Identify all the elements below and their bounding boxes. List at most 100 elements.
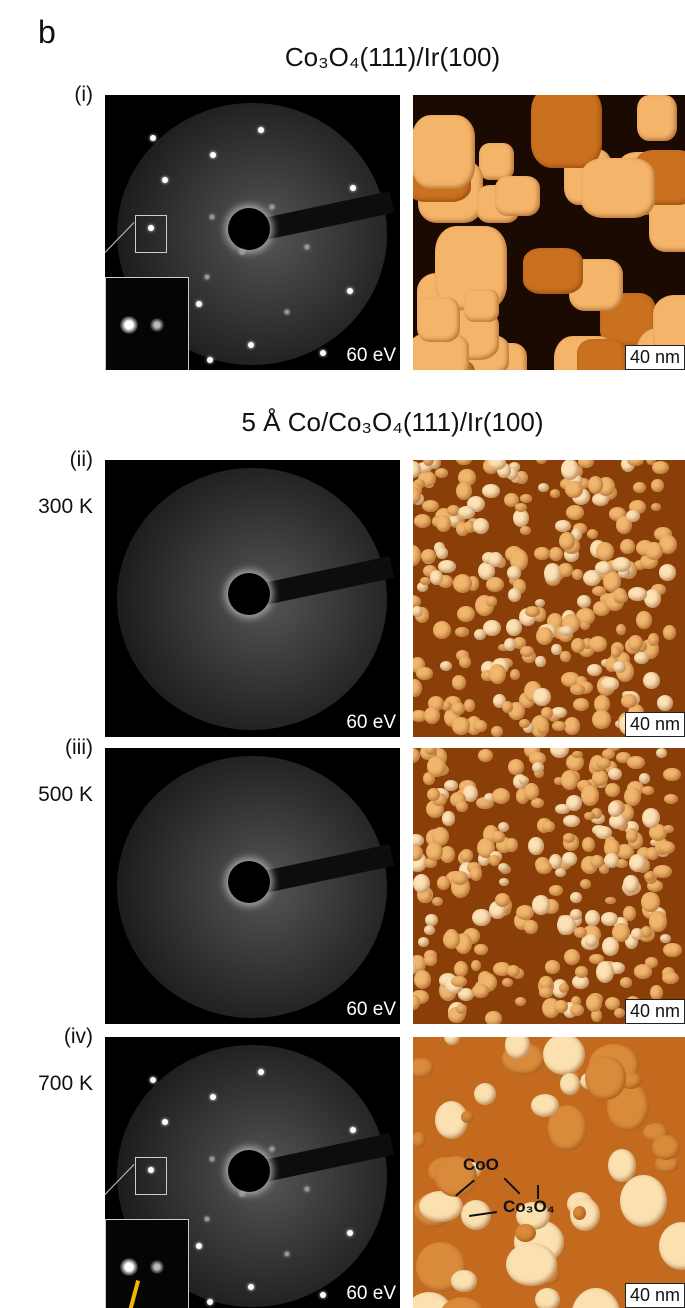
stm-feature <box>471 960 481 972</box>
row-label: (iv) <box>64 1025 93 1049</box>
stm-feature <box>595 826 613 839</box>
stm-feature <box>660 934 671 943</box>
stm-feature <box>566 505 584 520</box>
stm-feature <box>472 909 490 927</box>
stm-feature <box>444 780 458 791</box>
stm-feature <box>562 852 576 866</box>
stm-feature <box>620 977 633 988</box>
stm-feature <box>532 762 544 773</box>
stm-feature <box>435 468 448 478</box>
stm-feature <box>608 801 623 817</box>
stm-feature <box>502 978 513 987</box>
stm-feature <box>581 158 655 218</box>
stm-feature <box>560 651 570 663</box>
leed-image: 60 eV <box>105 460 400 737</box>
stm-feature <box>531 95 602 168</box>
leed-spot <box>320 350 326 356</box>
stm-feature <box>492 831 505 842</box>
stm-feature <box>624 787 640 806</box>
stm-feature <box>414 514 431 528</box>
leed-spot <box>305 1187 309 1191</box>
stm-feature <box>437 876 451 891</box>
stm-feature <box>559 532 575 550</box>
leed-spot <box>150 135 156 141</box>
stm-feature <box>608 1149 636 1182</box>
stm-feature <box>662 972 679 984</box>
stm-feature <box>413 748 420 763</box>
stm-feature <box>628 587 646 600</box>
stm-feature <box>413 115 475 189</box>
stm-feature <box>555 868 566 877</box>
leed-spot <box>248 342 254 348</box>
stm-feature <box>659 564 677 581</box>
stm-feature <box>620 1175 667 1227</box>
stm-feature <box>495 176 540 216</box>
leed-image: 60 eV <box>105 95 400 370</box>
stm-feature <box>570 892 582 904</box>
stm-feature <box>592 586 606 596</box>
stm-feature <box>488 552 503 567</box>
stm-feature <box>580 879 591 889</box>
inset-frame <box>135 1157 167 1195</box>
stm-feature <box>510 669 520 680</box>
stm-feature <box>515 997 526 1006</box>
stm-feature <box>454 961 468 977</box>
stm-feature <box>451 976 467 988</box>
stm-feature <box>604 853 619 868</box>
annotation-arrow <box>504 1178 521 1195</box>
stm-feature <box>504 638 516 651</box>
leed-energy: 60 eV <box>346 712 396 734</box>
stm-feature <box>520 494 532 502</box>
stm-feature <box>570 684 584 695</box>
stm-feature <box>658 841 676 854</box>
figure: b Co₃O₄(111)/Ir(100) 5 Å Co/Co₃O₄(111)/I… <box>0 0 685 1308</box>
section-title: 5 Å Co/Co₃O₄(111)/Ir(100) <box>50 407 685 438</box>
stm-feature <box>426 842 443 861</box>
stm-feature <box>424 925 435 935</box>
stm-feature <box>498 863 509 872</box>
stm-feature <box>451 702 466 716</box>
stm-feature <box>587 529 598 539</box>
stm-feature <box>498 822 509 833</box>
leed-spot <box>207 1299 213 1305</box>
stm-feature <box>541 707 552 719</box>
stm-feature <box>474 944 487 955</box>
stm-feature <box>612 557 631 572</box>
stm-feature <box>502 701 514 713</box>
row-label: (iii) <box>65 736 93 760</box>
stm-feature <box>459 656 471 669</box>
stm-feature <box>627 756 645 769</box>
stm-feature <box>642 786 654 795</box>
stm-feature <box>451 1270 476 1291</box>
stm-feature <box>492 788 510 804</box>
stm-feature <box>550 748 569 758</box>
stm-feature <box>588 476 603 493</box>
leed-spot <box>162 1119 168 1125</box>
stm-feature <box>559 626 574 636</box>
stm-feature <box>585 1056 627 1100</box>
inset-arrow <box>128 1280 140 1308</box>
stm-feature <box>608 768 623 781</box>
stm-feature <box>585 934 597 946</box>
stm-feature <box>470 866 483 881</box>
stm-feature <box>564 717 580 735</box>
stm-feature <box>508 759 524 775</box>
stm-feature <box>572 569 583 579</box>
stm-feature <box>651 479 663 492</box>
stm-feature <box>551 644 561 656</box>
stm-feature <box>612 923 630 942</box>
stm-feature <box>424 707 440 724</box>
stm-feature <box>535 1288 560 1308</box>
temperature: 700 K <box>38 1072 93 1096</box>
stm-feature <box>623 875 639 894</box>
stm-feature <box>659 1222 685 1270</box>
leed-spot <box>196 301 202 307</box>
inset-spot <box>150 1260 164 1274</box>
stm-feature <box>653 865 672 878</box>
inset-frame <box>135 215 167 253</box>
stm-feature <box>652 1135 680 1160</box>
stm-feature <box>456 460 472 465</box>
leed-spot <box>210 1157 214 1161</box>
stm-feature <box>601 677 619 690</box>
stm-feature <box>528 837 544 856</box>
